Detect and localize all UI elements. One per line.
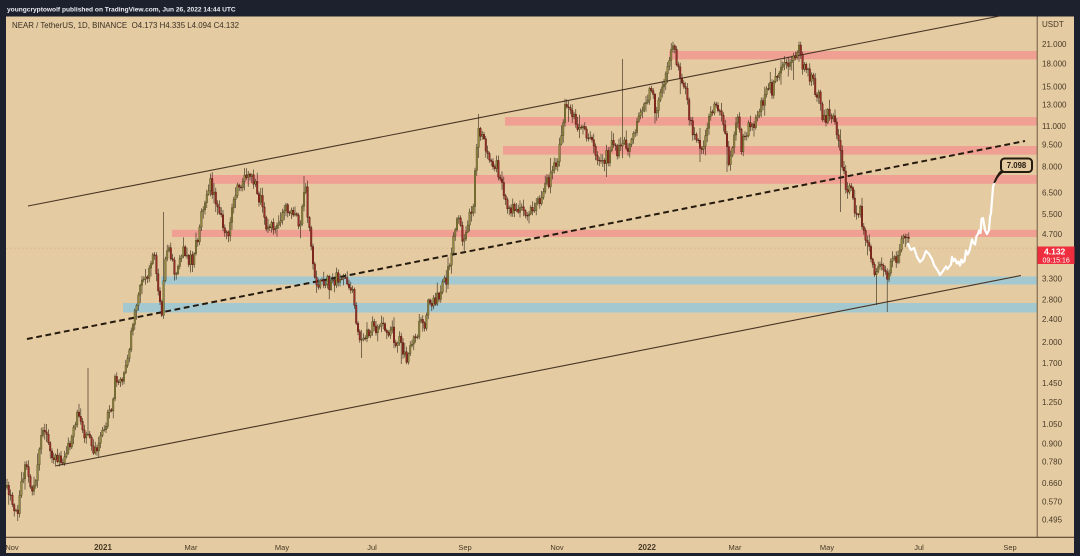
svg-text:1.700: 1.700 [1042,359,1063,368]
svg-text:1.450: 1.450 [1042,379,1063,388]
svg-text:NEAR / TetherUS, 1D, BINANCE: NEAR / TetherUS, 1D, BINANCE O4.173 H4.3… [12,21,239,30]
svg-text:3.300: 3.300 [1042,275,1063,284]
svg-text:21.000: 21.000 [1042,40,1067,49]
svg-text:4.700: 4.700 [1042,230,1063,239]
svg-text:9.500: 9.500 [1042,141,1063,150]
svg-text:Nov: Nov [5,543,19,552]
svg-text:8.000: 8.000 [1042,162,1063,171]
svg-text:2022: 2022 [638,543,656,552]
svg-text:Sep: Sep [458,543,471,552]
svg-text:2.000: 2.000 [1042,338,1063,347]
svg-text:May: May [275,543,289,552]
svg-text:0.780: 0.780 [1042,458,1063,467]
svg-text:2.400: 2.400 [1042,315,1063,324]
svg-text:2.800: 2.800 [1042,296,1063,305]
svg-text:Nov: Nov [550,543,564,552]
svg-text:Mar: Mar [185,543,198,552]
svg-text:2021: 2021 [94,543,112,552]
svg-text:5.500: 5.500 [1042,210,1063,219]
svg-text:Jul: Jul [914,543,924,552]
svg-text:0.495: 0.495 [1042,515,1063,524]
svg-text:4.132: 4.132 [1044,247,1066,257]
svg-text:1.250: 1.250 [1042,398,1063,407]
svg-text:Sep: Sep [1003,543,1016,552]
svg-text:May: May [820,543,834,552]
svg-text:11.000: 11.000 [1042,122,1066,131]
svg-text:USDT: USDT [1042,20,1064,29]
svg-text:09:15:16: 09:15:16 [1043,258,1070,265]
svg-text:6.500: 6.500 [1042,189,1063,198]
svg-text:13.000: 13.000 [1042,101,1067,110]
svg-text:0.660: 0.660 [1042,479,1063,488]
svg-text:0.570: 0.570 [1042,497,1063,506]
svg-text:Jul: Jul [367,543,377,552]
svg-text:18.000: 18.000 [1042,59,1067,68]
svg-text:Mar: Mar [729,543,742,552]
svg-text:youngcryptowolf published on T: youngcryptowolf published on TradingView… [7,7,236,14]
svg-text:7.098: 7.098 [1007,161,1027,170]
svg-text:0.900: 0.900 [1042,440,1063,449]
svg-text:15.000: 15.000 [1042,83,1067,92]
svg-text:1.050: 1.050 [1042,420,1063,429]
